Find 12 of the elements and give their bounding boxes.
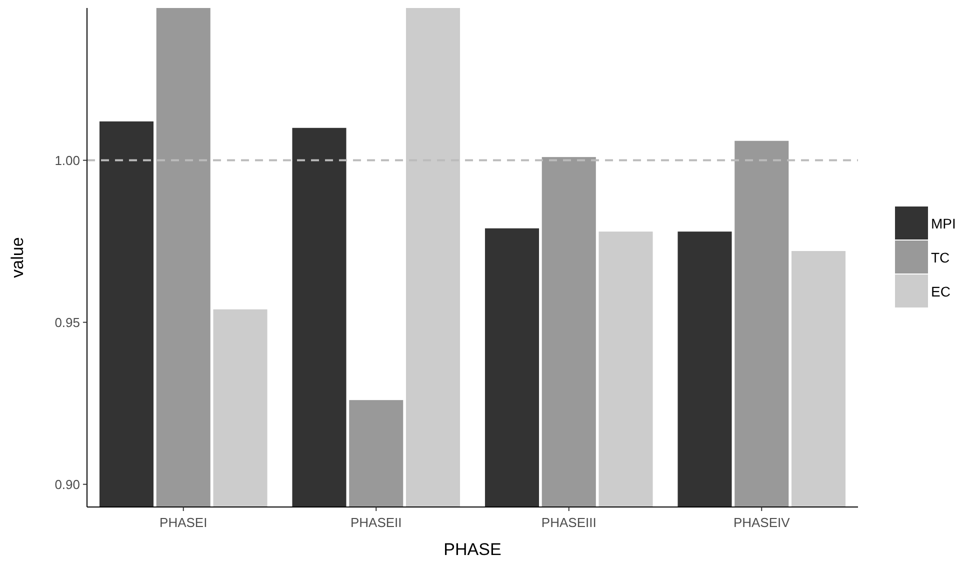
- legend-label: TC: [931, 249, 950, 266]
- y-tick-label: 0.90: [54, 476, 80, 492]
- x-axis-title: PHASE: [444, 540, 502, 559]
- y-axis-title: value: [8, 237, 27, 278]
- x-tick-label: PHASEIII: [541, 515, 596, 530]
- x-tick-label: PHASEII: [350, 515, 402, 530]
- y-tick-label: 1.00: [54, 152, 80, 168]
- x-tick-label: PHASEI: [160, 515, 208, 530]
- x-tick-label: PHASEIV: [733, 515, 790, 530]
- y-tick-label: 0.95: [54, 314, 80, 330]
- legend-label: MPI: [931, 215, 956, 232]
- legend-label: EC: [931, 283, 950, 300]
